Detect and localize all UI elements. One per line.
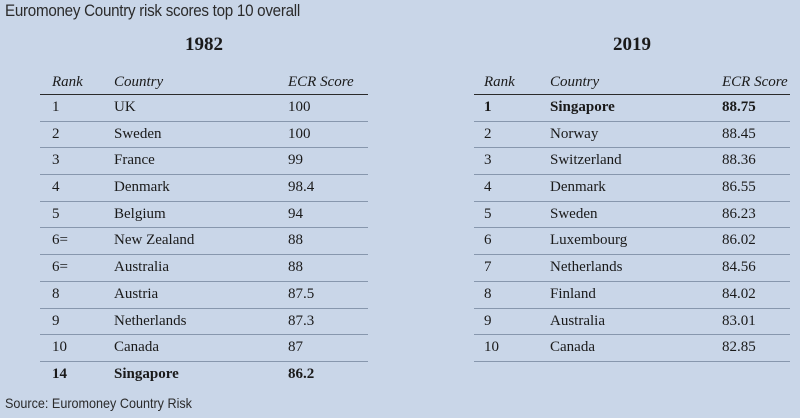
header-rank: Rank: [484, 74, 515, 90]
table-row: 3 Switzerland 88.36: [474, 148, 790, 176]
rank-cell: 5: [484, 205, 492, 222]
score-cell: 88.45: [722, 125, 756, 142]
country-cell: Sweden: [550, 205, 598, 222]
table-year: 1982: [185, 34, 223, 55]
country-cell: Norway: [550, 125, 599, 142]
table-row-highlight: 14 Singapore 86.2: [40, 362, 368, 388]
rank-cell: 4: [484, 179, 492, 196]
score-cell: 86.55: [722, 179, 756, 196]
rank-cell: 6: [484, 232, 492, 249]
table-row: 5 Sweden 86.23: [474, 202, 790, 229]
table-row: 4 Denmark 86.55: [474, 175, 790, 202]
score-cell: 98.4: [288, 179, 315, 196]
country-cell: Canada: [114, 339, 159, 356]
score-cell: 87.5: [288, 285, 315, 302]
table-row: 6= New Zealand 88: [40, 228, 368, 256]
score-cell: 82.85: [722, 339, 756, 356]
score-cell: 94: [288, 205, 303, 222]
country-cell: Austria: [114, 285, 159, 302]
rank-cell: 7: [484, 259, 492, 276]
score-cell: 86.2: [288, 365, 315, 382]
rank-cell: 5: [52, 205, 60, 222]
table-row-highlight: 1 Singapore 88.75: [474, 95, 790, 122]
country-cell: Luxembourg: [550, 232, 628, 249]
rank-cell: 3: [484, 152, 492, 169]
country-cell: Singapore: [550, 99, 615, 115]
country-cell: New Zealand: [114, 232, 195, 249]
score-cell: 88: [288, 232, 303, 249]
country-cell: Australia: [114, 259, 169, 276]
score-cell: 99: [288, 152, 303, 169]
country-cell: Netherlands: [550, 259, 623, 276]
page-title: Euromoney Country risk scores top 10 ove…: [5, 2, 300, 20]
rank-cell: 9: [52, 312, 60, 329]
source-note: Source: Euromoney Country Risk: [5, 395, 192, 411]
table-row: 7 Netherlands 84.56: [474, 255, 790, 282]
table-body: 1 UK 100 2 Sweden 100 3 France 99 4 Denmark 98.4…: [40, 95, 368, 388]
rank-cell: 8: [52, 285, 60, 302]
score-cell: 88.75: [722, 99, 756, 115]
rank-cell: 14: [52, 365, 67, 382]
table-row: 9 Netherlands 87.3: [40, 309, 368, 336]
rank-cell: 3: [52, 152, 60, 169]
country-cell: Finland: [550, 285, 596, 302]
country-cell: Canada: [550, 339, 595, 356]
rank-cell: 6=: [52, 259, 68, 276]
header-score: ECR Score: [288, 74, 354, 90]
rank-cell: 9: [484, 312, 492, 329]
table-row: 10 Canada 82.85: [474, 335, 790, 362]
country-cell: Denmark: [550, 179, 606, 196]
score-cell: 84.56: [722, 259, 756, 276]
table-row: 2 Norway 88.45: [474, 122, 790, 149]
table-row: 5 Belgium 94: [40, 202, 368, 229]
table-row: 8 Finland 84.02: [474, 282, 790, 309]
table-row: 9 Australia 83.01: [474, 309, 790, 336]
table-row: 6 Luxembourg 86.02: [474, 228, 790, 256]
header-score: ECR Score: [722, 74, 788, 90]
rank-cell: 10: [52, 339, 67, 356]
score-cell: 100: [288, 99, 311, 115]
table-row: 2 Sweden 100: [40, 122, 368, 149]
country-cell: Denmark: [114, 179, 170, 196]
country-cell: UK: [114, 99, 136, 115]
table-row: 6= Australia 88: [40, 255, 368, 282]
rank-cell: 1: [484, 99, 492, 115]
rank-cell: 2: [484, 125, 492, 142]
table-row: 10 Canada 87: [40, 335, 368, 362]
rank-cell: 6=: [52, 232, 68, 249]
table-row: 3 France 99: [40, 148, 368, 176]
header-rank: Rank: [52, 74, 83, 90]
table-body: 1 Singapore 88.75 2 Norway 88.45 3 Switzerlan…: [474, 95, 790, 362]
rank-cell: 2: [52, 125, 60, 142]
table-year: 2019: [613, 34, 651, 55]
table-row: 1 UK 100: [40, 95, 368, 122]
score-cell: 100: [288, 125, 311, 142]
table-row: 8 Austria 87.5: [40, 282, 368, 309]
header-country: Country: [550, 74, 600, 90]
header-country: Country: [114, 74, 164, 90]
table-header: Rank Country ECR Score: [474, 74, 790, 95]
country-cell: Belgium: [114, 205, 166, 222]
country-cell: Netherlands: [114, 312, 187, 329]
rank-cell: 8: [484, 285, 492, 302]
country-cell: Sweden: [114, 125, 162, 142]
score-cell: 83.01: [722, 312, 756, 329]
rank-cell: 1: [52, 99, 60, 115]
table-row: 4 Denmark 98.4: [40, 175, 368, 202]
country-cell: Singapore: [114, 365, 179, 382]
score-cell: 86.23: [722, 205, 756, 222]
score-cell: 87: [288, 339, 303, 356]
table-header: Rank Country ECR Score: [40, 74, 368, 95]
country-cell: Australia: [550, 312, 605, 329]
score-cell: 88: [288, 259, 303, 276]
score-cell: 86.02: [722, 232, 756, 249]
country-cell: Switzerland: [550, 152, 622, 169]
rank-cell: 4: [52, 179, 60, 196]
score-cell: 87.3: [288, 312, 315, 329]
score-cell: 88.36: [722, 152, 756, 169]
score-cell: 84.02: [722, 285, 756, 302]
country-cell: France: [114, 152, 155, 169]
rank-cell: 10: [484, 339, 499, 356]
